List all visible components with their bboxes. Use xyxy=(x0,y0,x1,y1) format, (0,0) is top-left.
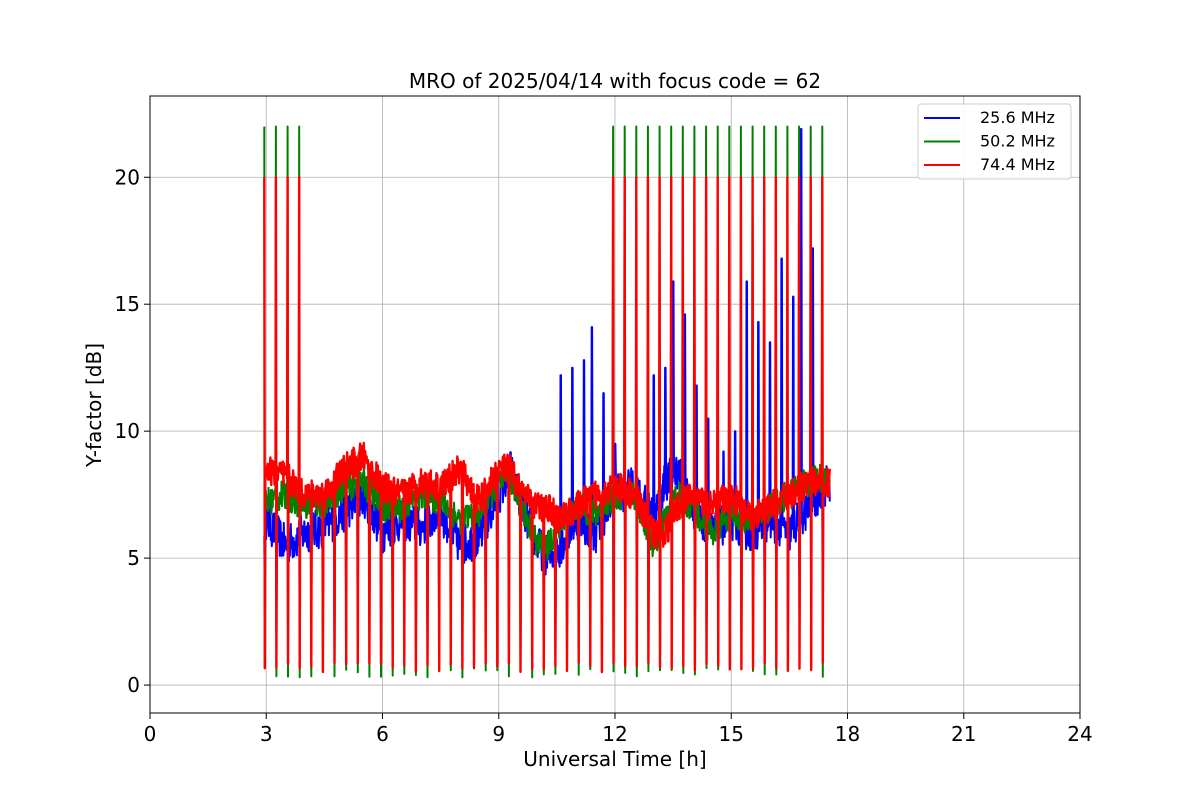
x-tick-label: 18 xyxy=(835,722,860,746)
x-tick-label: 0 xyxy=(144,722,157,746)
y-tick-label: 15 xyxy=(115,292,140,316)
x-tick-label: 21 xyxy=(951,722,976,746)
y-tick-label: 5 xyxy=(127,546,140,570)
x-tick-label: 3 xyxy=(260,722,273,746)
legend-label: 74.4 MHz xyxy=(980,155,1055,174)
y-axis: 0 5 10 15 20 xyxy=(115,165,150,697)
y-tick-label: 20 xyxy=(115,165,140,189)
chart-title: MRO of 2025/04/14 with focus code = 62 xyxy=(409,69,821,93)
plot-area xyxy=(263,125,831,679)
x-tick-label: 6 xyxy=(376,722,389,746)
legend-label: 25.6 MHz xyxy=(980,108,1055,127)
x-tick-label: 12 xyxy=(602,722,627,746)
series-line-74-4-mhz xyxy=(263,176,831,674)
legend-label: 50.2 MHz xyxy=(980,132,1055,151)
y-tick-label: 0 xyxy=(127,673,140,697)
x-tick-label: 24 xyxy=(1067,722,1092,746)
x-tick-label: 9 xyxy=(492,722,505,746)
x-axis: 0 3 6 9 12 15 18 21 24 xyxy=(144,713,1093,746)
x-tick-label: 15 xyxy=(719,722,744,746)
y-tick-label: 10 xyxy=(115,419,140,443)
legend: 25.6 MHz 50.2 MHz 74.4 MHz xyxy=(917,103,1072,180)
x-axis-title: Universal Time [h] xyxy=(523,747,706,771)
y-axis-title: Y-factor [dB] xyxy=(82,343,106,468)
legend-box xyxy=(917,103,1072,180)
